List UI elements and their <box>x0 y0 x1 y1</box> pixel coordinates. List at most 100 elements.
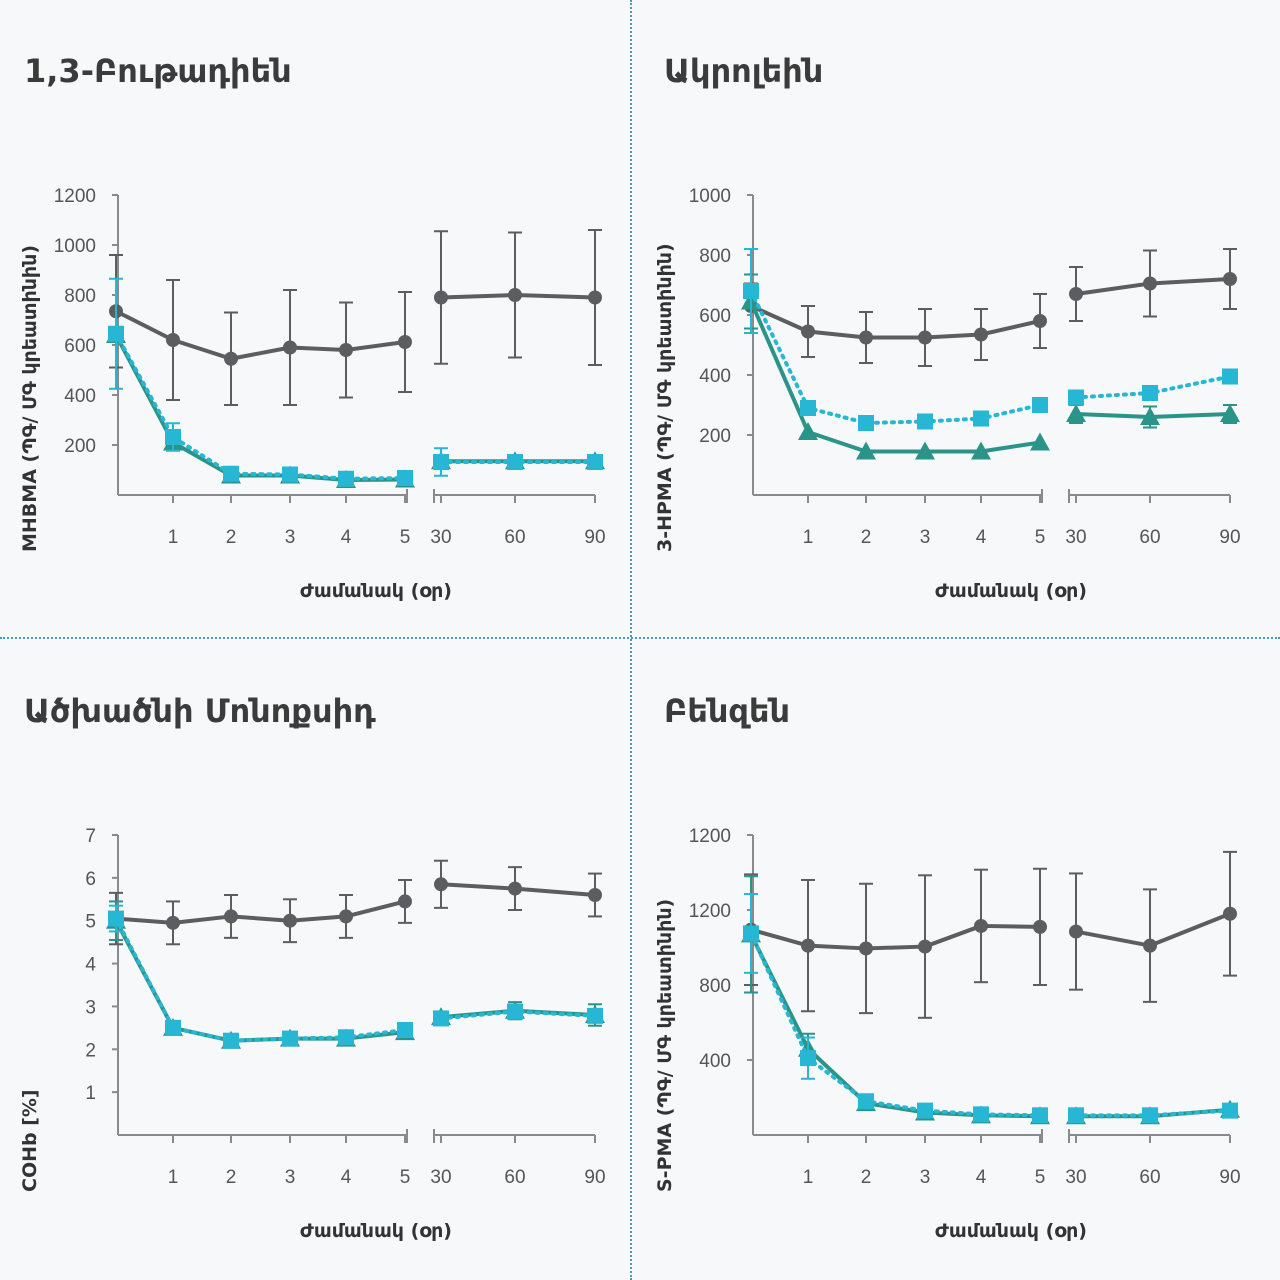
teal-point <box>971 441 991 460</box>
cyan-point <box>858 415 874 431</box>
chart-carbon-monoxide-svg: Ածխածնի Մոնոքսիդ COHb [%] 1 2 3 4 5 6 7 1 2 3 4 5 30 60… <box>19 692 606 1242</box>
gray-point <box>283 340 297 355</box>
y-tick-label: 200 <box>64 436 96 457</box>
gray-point <box>166 333 180 347</box>
cyan-point <box>1222 1102 1238 1119</box>
cyan-point <box>587 454 603 470</box>
y-tick-label: 800 <box>64 286 96 307</box>
y-tick-label: 1200 <box>689 826 731 847</box>
cyan-point <box>858 1093 874 1110</box>
cyan-point <box>165 429 181 445</box>
y-tick-label: 1200 <box>689 901 731 922</box>
cyan-point <box>282 466 298 483</box>
x-tick-label: 60 <box>1139 1167 1160 1188</box>
cyan-point <box>800 1050 816 1067</box>
chart-title: Բենզեն <box>664 692 790 730</box>
teal-series-line <box>749 933 1041 1119</box>
cyan-point <box>108 325 124 342</box>
gray-point <box>398 894 412 909</box>
x-tick-label: 90 <box>584 527 605 548</box>
x-tick-label: 2 <box>226 1167 237 1188</box>
chart-title: Ածխածնի Մոնոքսիդ <box>24 692 376 730</box>
cyan-point <box>223 465 239 482</box>
y-tick-label: 400 <box>699 366 731 387</box>
cyan-point <box>917 413 933 430</box>
cyan-point <box>587 1007 603 1024</box>
y-tick-label: 600 <box>699 306 731 327</box>
y-tick-label: 1000 <box>689 186 731 207</box>
x-tick-label: 3 <box>285 1167 296 1188</box>
y-tick-label: 4 <box>85 955 96 976</box>
chart-butadiene-svg: 1,3-Բութադիեն MHBMA (ՊԳ/ ՄԳ կրեատինին) 200… <box>19 52 606 602</box>
y-tick-label: 200 <box>699 426 731 447</box>
x-tick-label: 2 <box>226 527 237 548</box>
teal-point <box>856 441 876 460</box>
horizontal-divider <box>0 637 1280 639</box>
teal-series-line <box>114 334 406 482</box>
gray-point <box>434 290 448 305</box>
chart-carbon-monoxide: Ածխածնի Մոնոքսիդ COHb [%] 1 2 3 4 5 6 7 1 2 3 4 5 30 60… <box>0 640 640 1280</box>
cyan-point <box>433 454 449 470</box>
y-tick-label: 400 <box>699 1051 731 1072</box>
gray-series-line <box>115 309 406 361</box>
cyan-point <box>223 1032 239 1049</box>
x-tick-label: 5 <box>1035 1167 1046 1188</box>
gray-point <box>508 288 522 302</box>
cyan-point <box>917 1102 933 1119</box>
x-tick-label: 90 <box>1219 1167 1240 1188</box>
gray-point <box>1223 272 1237 286</box>
gray-point <box>1223 906 1237 921</box>
x-tick-label: 60 <box>504 527 525 548</box>
cyan-point <box>282 1030 298 1047</box>
x-tick-label: 1 <box>803 527 814 548</box>
cyan-point <box>338 1029 354 1046</box>
y-tick-label: 5 <box>85 912 96 933</box>
x-tick-label: 5 <box>400 527 411 548</box>
cyan-point <box>397 1022 413 1038</box>
x-tick-label: 4 <box>976 1167 987 1188</box>
gray-point <box>398 335 412 349</box>
y-axis-label: 3-HPMA (ՊԳ/ ՄԳ կրեատինին) <box>654 243 676 552</box>
teal-point <box>1030 432 1050 451</box>
gray-point <box>974 918 988 933</box>
x-tick-label: 2 <box>861 1167 872 1188</box>
x-axis-label: Ժամանակ (օր) <box>300 580 452 602</box>
teal-point <box>1066 404 1086 422</box>
cyan-point <box>1032 397 1048 413</box>
y-tick-label: 400 <box>64 386 96 407</box>
x-tick-label: 30 <box>430 1167 451 1188</box>
gray-point <box>588 888 602 902</box>
chart-title: Ակրոլեին <box>664 52 823 90</box>
x-tick-label: 1 <box>168 1167 179 1188</box>
gray-point <box>434 877 448 892</box>
teal-series-line <box>749 300 1041 454</box>
y-tick-label: 1200 <box>54 186 96 207</box>
gray-point <box>918 939 932 954</box>
teal-point <box>915 441 935 460</box>
cyan-point <box>1068 1107 1084 1124</box>
gray-point <box>859 330 873 345</box>
gray-series-line <box>750 304 1041 340</box>
cyan-point <box>743 925 759 942</box>
cyan-point <box>507 1003 523 1020</box>
x-tick-label: 4 <box>341 1167 352 1188</box>
gray-point <box>801 324 815 339</box>
gray-point <box>508 881 522 896</box>
gray-series-line <box>115 899 406 925</box>
x-tick-label: 30 <box>1065 1167 1086 1188</box>
cyan-series-line <box>749 289 1042 425</box>
gray-point <box>1143 276 1157 291</box>
y-tick-label: 1 <box>85 1083 96 1104</box>
x-tick-label: 3 <box>920 527 931 548</box>
gray-point <box>1033 919 1047 934</box>
y-tick-label: 800 <box>699 246 731 267</box>
gray-point <box>339 909 353 924</box>
cyan-series-line <box>114 331 407 481</box>
x-axis-label: Ժամանակ (օր) <box>935 1220 1087 1242</box>
x-tick-label: 90 <box>584 1167 605 1188</box>
chart-title: 1,3-Բութադիեն <box>24 52 292 90</box>
gray-point <box>974 327 988 342</box>
chart-benzene-svg: Բենզեն S-PMA (ՊԳ/ ՄԳ կրեատինին) 400 800 1200… <box>654 692 1241 1242</box>
x-tick-label: 5 <box>1035 527 1046 548</box>
x-tick-label: 60 <box>1139 527 1160 548</box>
